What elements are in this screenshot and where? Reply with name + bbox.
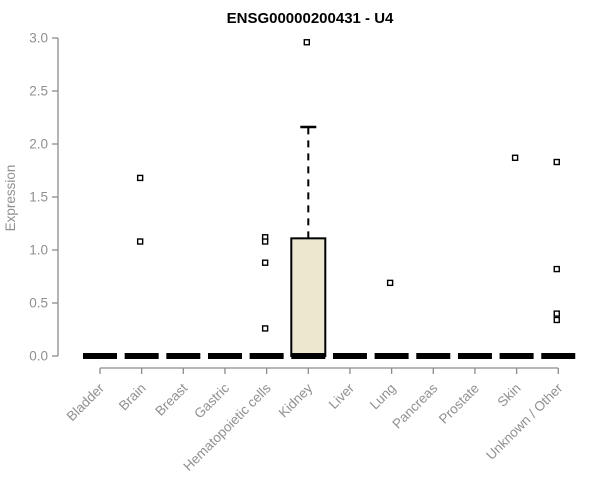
outlier-point-hematopoietic-cells (261, 238, 269, 245)
median-line-bladder (83, 353, 117, 359)
y-tick-label: 3.0 (29, 31, 48, 46)
plot-layer: 0.0 0.5 1.0 1.5 2.0 2.5 3.0 Bladder Brain Breast G… (29, 31, 576, 474)
median-line-liver (332, 353, 367, 359)
y-tick-label: 2.5 (29, 84, 48, 99)
x-tick-label-pancreas: Pancreas (389, 380, 440, 431)
x-tick-label-skin: Skin (495, 381, 524, 410)
x-tick-label-gastric: Gastric (191, 380, 232, 421)
median-line-brain (124, 353, 159, 359)
outlier-point-brain (136, 238, 144, 245)
x-tick-label-liver: Liver (326, 380, 358, 412)
median-line-lung (374, 353, 409, 359)
x-tick-label-breast: Breast (152, 380, 190, 418)
median-line-prostate (457, 353, 492, 359)
y-tick-label: 1.0 (29, 243, 48, 258)
outlier-point-unknown-other (553, 316, 560, 324)
x-tick-label-bladder: Bladder (64, 380, 108, 424)
median-line-hematopoietic-cells (249, 353, 284, 359)
outlier-point-brain (136, 174, 144, 182)
median-line-breast (166, 353, 201, 359)
x-tick-label-unknown-other: Unknown / Other (483, 380, 566, 463)
outlier-point-lung (386, 279, 394, 287)
y-tick-label: 0.5 (29, 296, 48, 311)
outlier-point-unknown-other (553, 310, 560, 317)
x-tick-label-brain: Brain (116, 381, 149, 414)
box-kidney (290, 237, 327, 357)
x-tick-label-lung: Lung (367, 381, 399, 413)
median-line-unknown-other (541, 353, 576, 359)
median-line-gastric (207, 353, 242, 359)
outlier-point-skin (511, 154, 519, 161)
chart-title: ENSG00000200431 - U4 (227, 10, 394, 27)
y-tick-label: 2.0 (29, 137, 48, 152)
outlier-point-unknown-other (553, 265, 560, 273)
median-line-pancreas (416, 353, 451, 359)
outlier-point-unknown-other (553, 158, 560, 166)
median-line-kidney (291, 353, 326, 359)
outlier-point-kidney (303, 39, 310, 46)
outlier-point-hematopoietic-cells (261, 259, 269, 266)
x-tick-label-prostate: Prostate (436, 381, 482, 427)
y-axis-label: Expression (3, 165, 18, 232)
median-line-skin (499, 353, 534, 359)
outlier-point-hematopoietic-cells (261, 325, 269, 332)
x-tick-label-kidney: Kidney (276, 380, 316, 420)
y-tick-label: 0.0 (29, 349, 48, 364)
y-tick-label: 1.5 (29, 190, 48, 205)
